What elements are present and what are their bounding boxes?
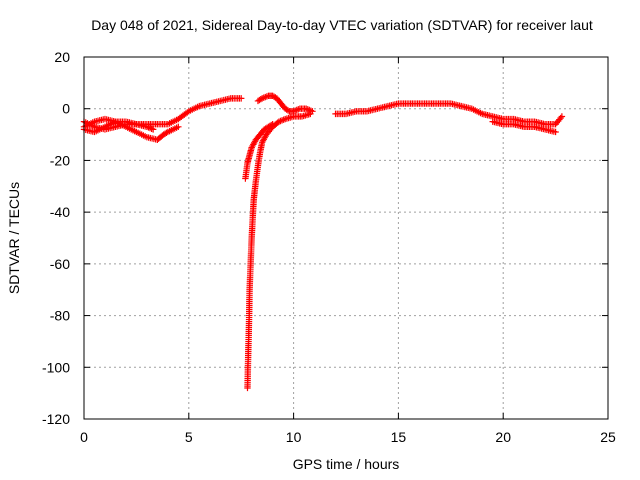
series-arc5 — [332, 100, 566, 128]
series-arc4 — [254, 92, 316, 115]
data-point — [284, 107, 292, 114]
x-axis-label: GPS time / hours — [293, 456, 400, 472]
data-point — [558, 113, 566, 120]
series-drop-steep — [244, 110, 314, 392]
data-point — [309, 108, 316, 115]
data-point — [175, 123, 182, 131]
axis-ticks: 0 5 10 15 20 25 20 0 -20 -40 -60 -80 -100 -120 — [42, 49, 616, 445]
plot-frame — [83, 56, 609, 420]
y-tick-label: -20 — [50, 152, 70, 168]
x-tick-label: 5 — [185, 429, 193, 445]
data-point — [238, 95, 245, 102]
x-tick-label: 10 — [286, 429, 302, 445]
data-point — [552, 128, 559, 136]
x-tick-label: 25 — [600, 429, 616, 445]
y-tick-label: -100 — [42, 359, 70, 375]
y-tick-label: 20 — [54, 49, 70, 65]
data-point — [268, 121, 275, 129]
data-point — [184, 109, 191, 116]
series-drop-shallow — [242, 121, 276, 182]
series-arc3 — [80, 115, 182, 143]
y-axis-label: SDTVAR / TECUs — [6, 182, 22, 294]
data-points — [80, 92, 566, 392]
y-tick-label: -80 — [50, 308, 70, 324]
series-arc6 — [489, 118, 559, 136]
data-point — [293, 106, 300, 114]
data-point — [257, 96, 264, 103]
y-tick-label: 0 — [62, 101, 70, 117]
data-point — [269, 121, 276, 128]
x-tick-label: 15 — [391, 429, 407, 445]
y-tick-label: -120 — [42, 411, 70, 427]
y-tick-label: -40 — [50, 204, 70, 220]
data-point — [149, 126, 157, 133]
x-tick-label: 20 — [495, 429, 511, 445]
y-tick-label: -60 — [50, 256, 70, 272]
chart-title: Day 048 of 2021, Sidereal Day-to-day VTE… — [91, 17, 593, 33]
x-tick-label: 0 — [80, 429, 88, 445]
